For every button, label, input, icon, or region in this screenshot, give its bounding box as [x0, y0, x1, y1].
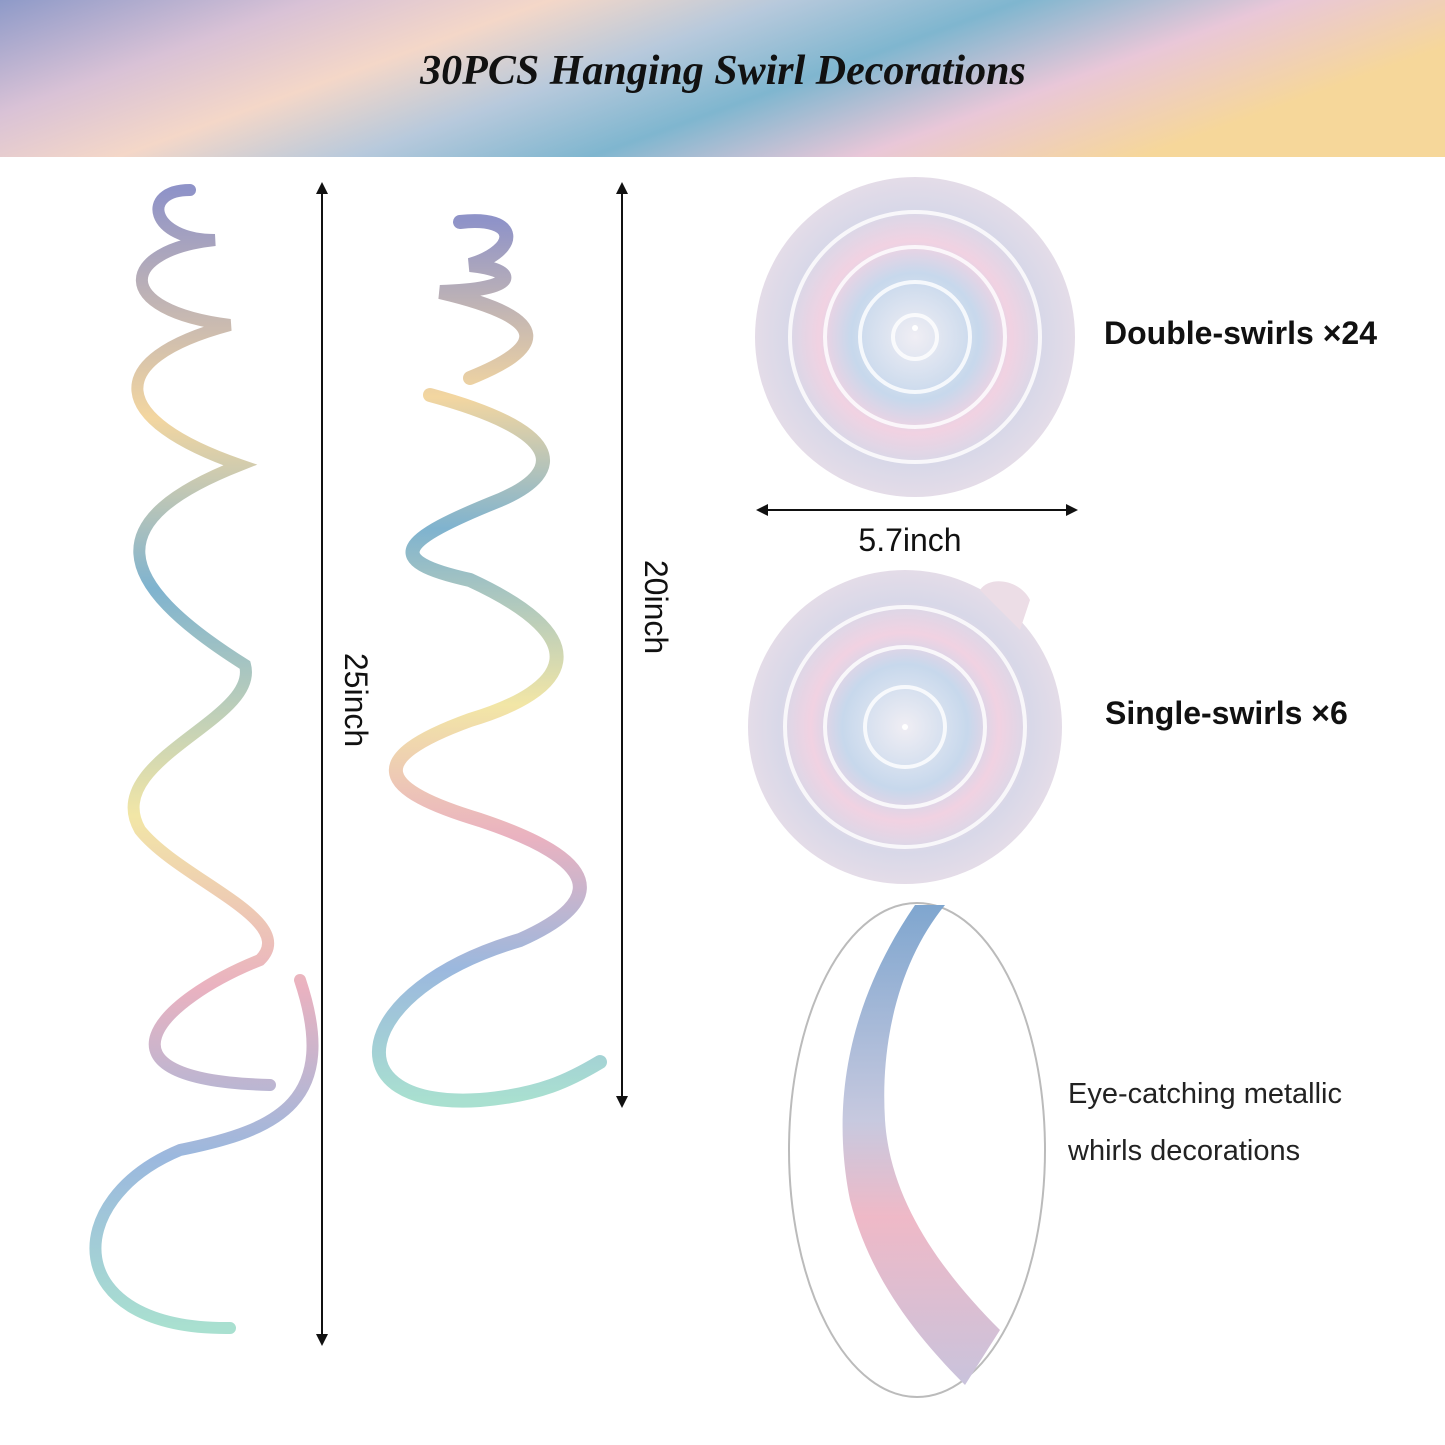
detail-line: Eye-catching metallic — [1068, 1078, 1342, 1110]
single-label: Single-swirls ×6 — [1105, 695, 1348, 731]
header-band — [0, 0, 1445, 157]
detail-line: whirls decorations — [1067, 1135, 1300, 1167]
long-length: 25inch — [338, 653, 374, 747]
short-length: 20inch — [638, 560, 674, 654]
single-swirl-disc — [748, 570, 1062, 884]
double-swirl-disc — [755, 177, 1075, 497]
long-swirl — [89, 184, 319, 1335]
detail-zoom — [788, 902, 1046, 1398]
double-width: 5.7inch — [858, 522, 961, 558]
double-label: Double-swirls ×24 — [1104, 315, 1377, 351]
short-swirl — [371, 214, 607, 1108]
title: 30PCS Hanging Swirl Decorations — [419, 48, 1026, 94]
